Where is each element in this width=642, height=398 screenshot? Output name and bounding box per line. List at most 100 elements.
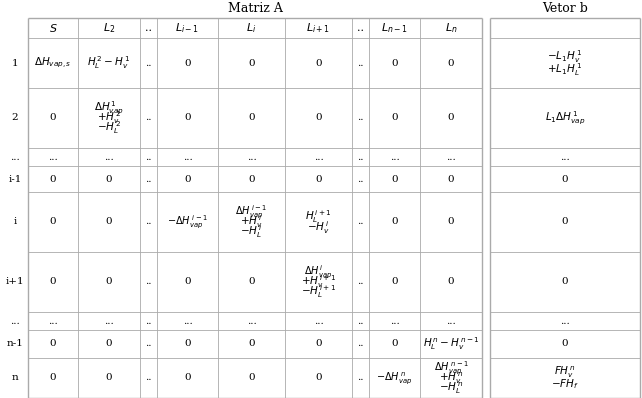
Text: 0: 0 xyxy=(391,339,398,349)
Text: $+L_1H_L^{\,1}$: $+L_1H_L^{\,1}$ xyxy=(548,62,582,78)
Text: ...: ... xyxy=(314,316,324,326)
Text: ..: .. xyxy=(357,174,364,183)
Text: $-H_L^{\,i}$: $-H_L^{\,i}$ xyxy=(240,224,263,240)
Text: $+H_v^{\,i+1}$: $+H_v^{\,i+1}$ xyxy=(301,273,336,291)
Text: 0: 0 xyxy=(562,217,568,226)
Text: ..: .. xyxy=(145,23,152,33)
Text: 0: 0 xyxy=(106,217,112,226)
Text: ..: .. xyxy=(357,152,364,162)
Text: ...: ... xyxy=(560,316,570,326)
Text: $\Delta H_{vap}^{\;n-1}$: $\Delta H_{vap}^{\;n-1}$ xyxy=(433,359,469,377)
Text: 0: 0 xyxy=(184,59,191,68)
Text: 0: 0 xyxy=(106,174,112,183)
Text: 0: 0 xyxy=(248,339,255,349)
Text: $\Delta H_{vap}^{\,i}$: $\Delta H_{vap}^{\,i}$ xyxy=(304,263,333,281)
Text: $L_{i+1}$: $L_{i+1}$ xyxy=(306,21,331,35)
Text: 0: 0 xyxy=(391,277,398,287)
Text: ...: ... xyxy=(182,316,193,326)
Text: $\Delta H_{vap}^{\;i-1}$: $\Delta H_{vap}^{\;i-1}$ xyxy=(235,203,268,221)
Text: $-\Delta H_{vap}^{\;n}$: $-\Delta H_{vap}^{\;n}$ xyxy=(376,370,413,386)
Text: 0: 0 xyxy=(184,373,191,382)
Text: 0: 0 xyxy=(315,59,322,68)
Text: 0: 0 xyxy=(106,277,112,287)
Text: 0: 0 xyxy=(391,217,398,226)
Text: ...: ... xyxy=(560,152,570,162)
Text: ..: .. xyxy=(145,277,152,287)
Text: $-H_L^{\,2}$: $-H_L^{\,2}$ xyxy=(97,120,121,137)
Text: 0: 0 xyxy=(184,174,191,183)
Text: 0: 0 xyxy=(447,217,455,226)
Text: ..: .. xyxy=(357,59,364,68)
Text: ..: .. xyxy=(145,152,152,162)
Text: 0: 0 xyxy=(248,59,255,68)
Text: $FH_v^{\,n}$: $FH_v^{\,n}$ xyxy=(554,364,576,380)
Text: 0: 0 xyxy=(391,59,398,68)
Text: 0: 0 xyxy=(49,113,56,123)
Text: ...: ... xyxy=(390,152,399,162)
Text: $L_n$: $L_n$ xyxy=(445,21,457,35)
Text: 0: 0 xyxy=(49,217,56,226)
Text: $S$: $S$ xyxy=(49,22,57,34)
Text: 0: 0 xyxy=(184,113,191,123)
Text: 0: 0 xyxy=(562,277,568,287)
Text: ...: ... xyxy=(247,316,256,326)
Text: 0: 0 xyxy=(49,174,56,183)
Text: ...: ... xyxy=(48,152,58,162)
Text: ...: ... xyxy=(390,316,399,326)
Text: 0: 0 xyxy=(447,277,455,287)
Text: ...: ... xyxy=(10,316,20,326)
Text: ...: ... xyxy=(182,152,193,162)
Text: 0: 0 xyxy=(248,113,255,123)
Text: $\Delta H_{vap,s}$: $\Delta H_{vap,s}$ xyxy=(34,56,72,70)
Text: 0: 0 xyxy=(447,174,455,183)
Text: $H_L^{\,i+1}$: $H_L^{\,i+1}$ xyxy=(305,209,332,225)
Text: $L_{i-1}$: $L_{i-1}$ xyxy=(175,21,200,35)
Text: ...: ... xyxy=(247,152,256,162)
Text: ...: ... xyxy=(446,316,456,326)
Text: $L_i$: $L_i$ xyxy=(247,21,257,35)
Text: 1: 1 xyxy=(12,59,19,68)
Text: 0: 0 xyxy=(391,174,398,183)
Text: 0: 0 xyxy=(315,339,322,349)
Text: 0: 0 xyxy=(248,277,255,287)
Text: n-1: n-1 xyxy=(6,339,24,349)
Text: $+H_v^{\,i}$: $+H_v^{\,i}$ xyxy=(240,214,263,230)
Text: $+H_v^{\,n}$: $+H_v^{\,n}$ xyxy=(438,370,464,386)
Text: $H_L^{\,n}-H_v^{\,n-1}$: $H_L^{\,n}-H_v^{\,n-1}$ xyxy=(422,336,480,352)
Text: $L_{n-1}$: $L_{n-1}$ xyxy=(381,21,408,35)
Text: $H_L^{\,2}-H_v^{\,1}$: $H_L^{\,2}-H_v^{\,1}$ xyxy=(87,55,130,71)
Text: ..: .. xyxy=(357,373,364,382)
Text: ..: .. xyxy=(145,373,152,382)
Text: ..: .. xyxy=(357,316,364,326)
Text: ..: .. xyxy=(145,316,152,326)
Text: 0: 0 xyxy=(315,113,322,123)
Text: n: n xyxy=(12,373,19,382)
Text: $L_2$: $L_2$ xyxy=(103,21,115,35)
Text: 0: 0 xyxy=(315,373,322,382)
Text: $-H_L^{\,n}$: $-H_L^{\,n}$ xyxy=(438,380,464,396)
Text: 0: 0 xyxy=(391,113,398,123)
Text: 0: 0 xyxy=(49,277,56,287)
Text: 0: 0 xyxy=(447,113,455,123)
Text: $\Delta H_{vap}^{\,1}$: $\Delta H_{vap}^{\,1}$ xyxy=(94,99,124,117)
Text: i-1: i-1 xyxy=(8,174,22,183)
Text: ..: .. xyxy=(357,217,364,226)
Text: ..: .. xyxy=(357,23,364,33)
Text: $-\Delta H_{vap}^{\;i-1}$: $-\Delta H_{vap}^{\;i-1}$ xyxy=(167,213,208,231)
Text: Vetor b: Vetor b xyxy=(542,2,588,16)
Text: 0: 0 xyxy=(447,59,455,68)
Text: 0: 0 xyxy=(49,339,56,349)
Text: i+1: i+1 xyxy=(6,277,24,287)
Text: ...: ... xyxy=(314,152,324,162)
Text: ..: .. xyxy=(357,339,364,349)
Text: i: i xyxy=(13,217,17,226)
Text: ..: .. xyxy=(145,174,152,183)
Text: 2: 2 xyxy=(12,113,19,123)
Text: ...: ... xyxy=(10,152,20,162)
Text: 0: 0 xyxy=(562,339,568,349)
Text: ...: ... xyxy=(48,316,58,326)
Text: $+H_v^{\,2}$: $+H_v^{\,2}$ xyxy=(97,109,121,127)
Text: 0: 0 xyxy=(562,174,568,183)
Text: ..: .. xyxy=(357,113,364,123)
Text: 0: 0 xyxy=(184,277,191,287)
